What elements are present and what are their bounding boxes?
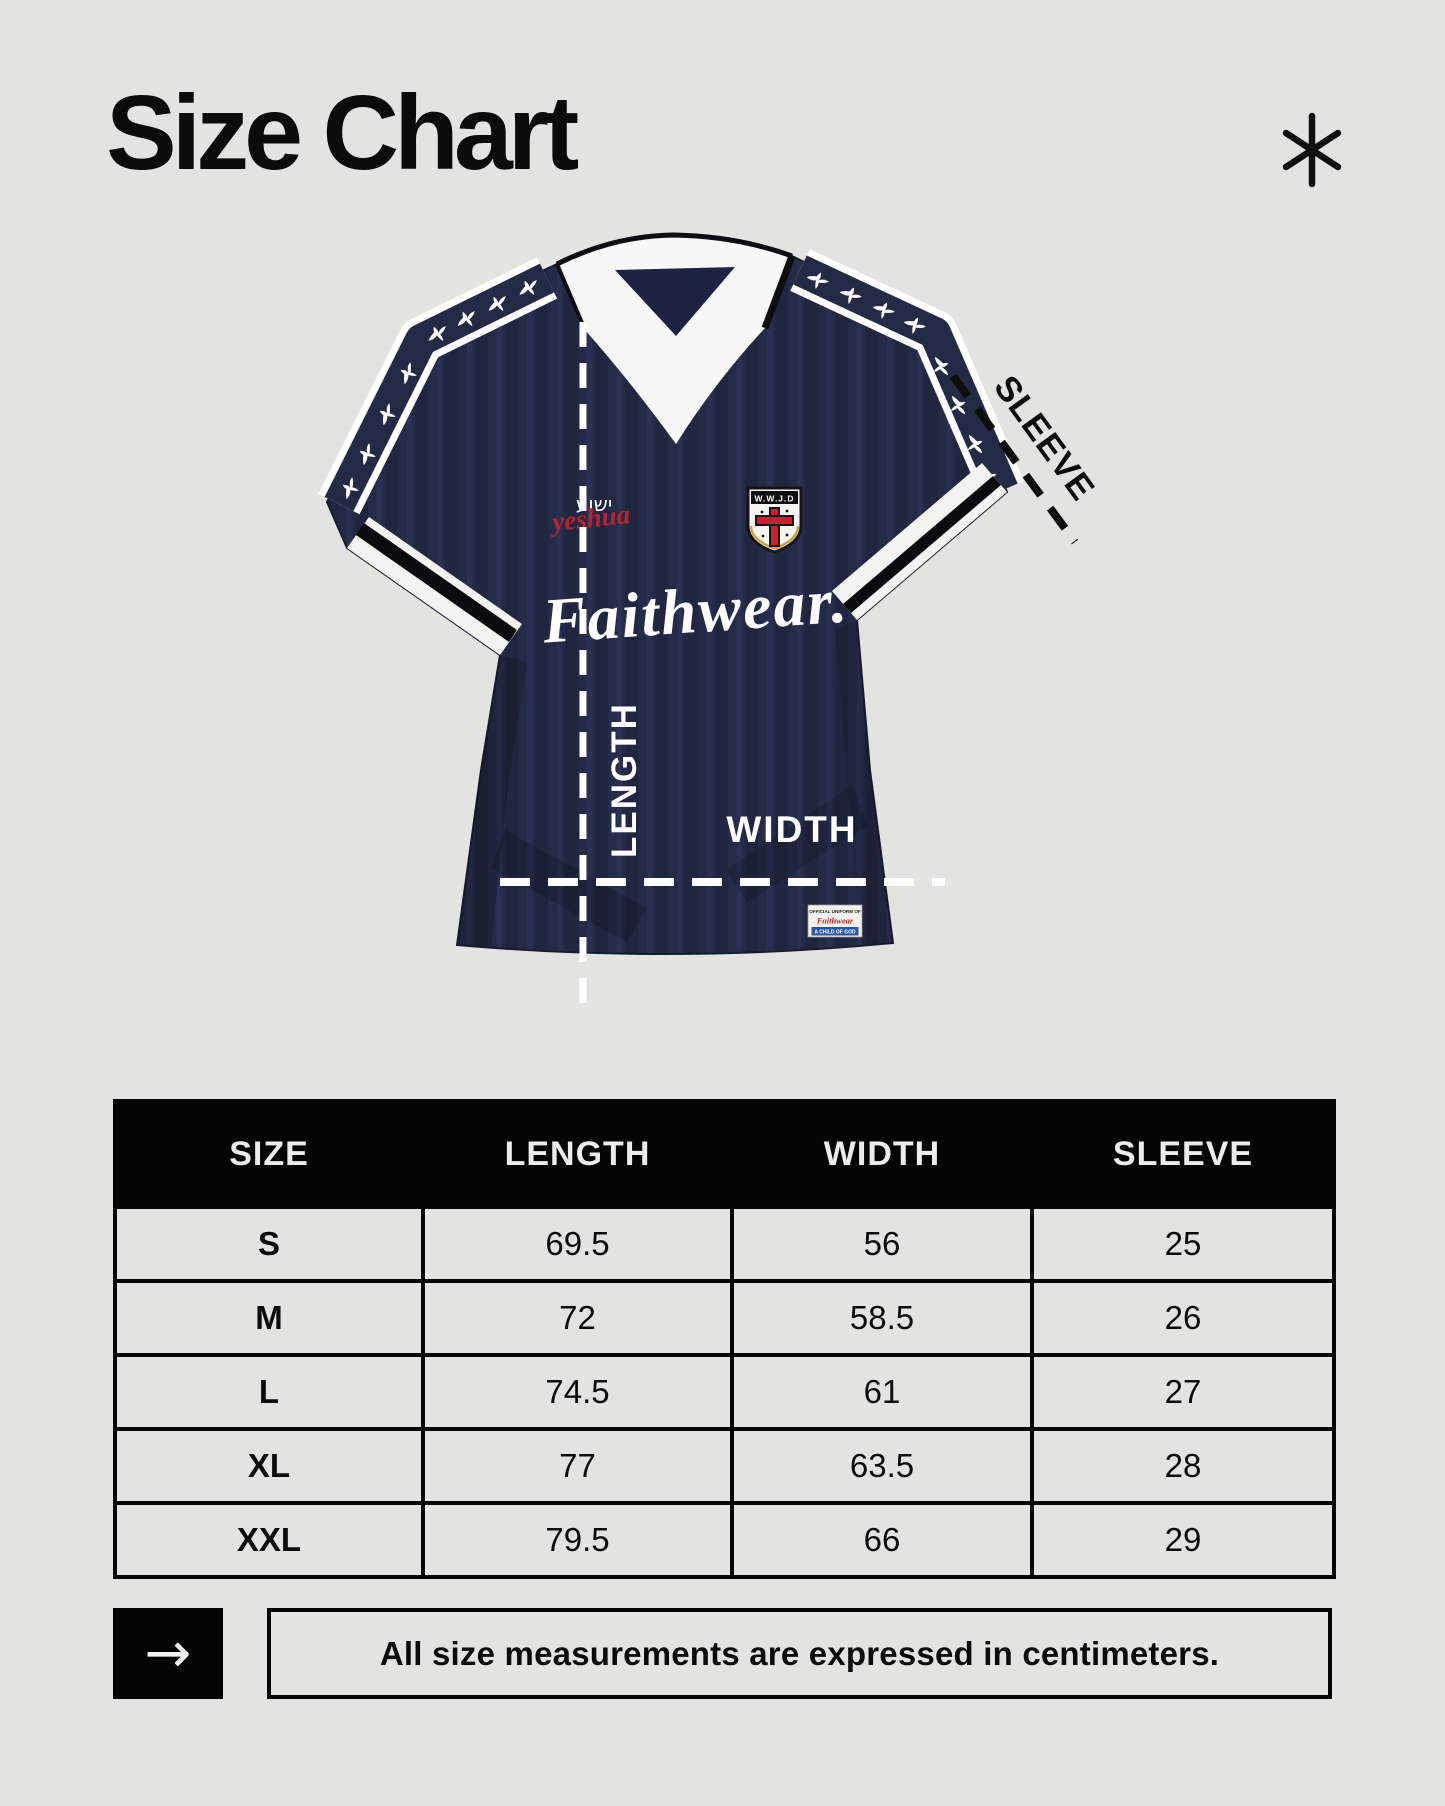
length-value: 74.5: [421, 1353, 734, 1431]
header-size: SIZE: [113, 1099, 425, 1209]
table-header-row: SIZE LENGTH WIDTH SLEEVE: [113, 1099, 1336, 1209]
header-sleeve: SLEEVE: [1030, 1099, 1336, 1209]
units-note-box: All size measurements are expressed in c…: [267, 1608, 1332, 1699]
next-arrow-button[interactable]: →: [113, 1608, 223, 1699]
width-value: 63.5: [730, 1427, 1034, 1505]
table-row: XL 77 63.5 28: [113, 1427, 1336, 1505]
collar: [555, 232, 796, 444]
width-value: 66: [730, 1501, 1034, 1579]
crest-title: W.W.J.D: [754, 494, 794, 504]
sleeve-dashed-line: [949, 373, 1079, 545]
right-shoulder-tape: [790, 249, 1025, 500]
units-note-text: All size measurements are expressed in c…: [379, 1634, 1220, 1672]
header-length: LENGTH: [421, 1099, 734, 1209]
jersey-illustration: W.W.J.D ישוע yeshua Faithwear. OFFICIAL: [318, 232, 1025, 956]
left-shoulder-tape: [318, 257, 558, 515]
size-value: S: [113, 1205, 425, 1283]
width-value: 61: [730, 1353, 1034, 1431]
hem-tag-line3: A CHILD OF GOD: [814, 930, 856, 936]
hem-tag-line1: OFFICIAL UNIFORM OF: [809, 909, 861, 914]
size-table: SIZE LENGTH WIDTH SLEEVE S 69.5 56 25 M …: [113, 1099, 1336, 1579]
table-row: M 72 58.5 26: [113, 1279, 1336, 1357]
length-value: 69.5: [421, 1205, 734, 1283]
width-label: WIDTH: [726, 809, 857, 850]
hem-tag: OFFICIAL UNIFORM OF Faithwear A CHILD OF…: [807, 904, 863, 938]
hem-tag-line2: Faithwear: [816, 916, 854, 926]
header-width: WIDTH: [730, 1099, 1034, 1209]
length-value: 79.5: [421, 1501, 734, 1579]
table-row: L 74.5 61 27: [113, 1353, 1336, 1431]
length-value: 77: [421, 1427, 734, 1505]
asterisk-icon: [1280, 112, 1344, 188]
size-value: XL: [113, 1427, 425, 1505]
table-row: XXL 79.5 66 29: [113, 1501, 1336, 1579]
table-row: S 69.5 56 25: [113, 1205, 1336, 1283]
width-value: 56: [730, 1205, 1034, 1283]
size-value: L: [113, 1353, 425, 1431]
left-cuff: [347, 517, 522, 655]
arrow-right-icon: →: [144, 1620, 192, 1686]
length-label: LENGTH: [605, 702, 644, 858]
size-value: M: [113, 1279, 425, 1357]
sleeve-value: 28: [1030, 1427, 1336, 1505]
size-value: XXL: [113, 1501, 425, 1579]
jersey-figure: W.W.J.D ישוע yeshua Faithwear. OFFICIAL: [295, 230, 1135, 1020]
length-value: 72: [421, 1279, 734, 1357]
sleeve-value: 27: [1030, 1353, 1336, 1431]
sleeve-value: 25: [1030, 1205, 1336, 1283]
sleeve-value: 29: [1030, 1501, 1336, 1579]
sleeve-value: 26: [1030, 1279, 1336, 1357]
page-title: Size Chart: [106, 74, 579, 192]
width-value: 58.5: [730, 1279, 1034, 1357]
crest-badge: W.W.J.D: [746, 486, 803, 554]
right-cuff: [832, 463, 1007, 620]
